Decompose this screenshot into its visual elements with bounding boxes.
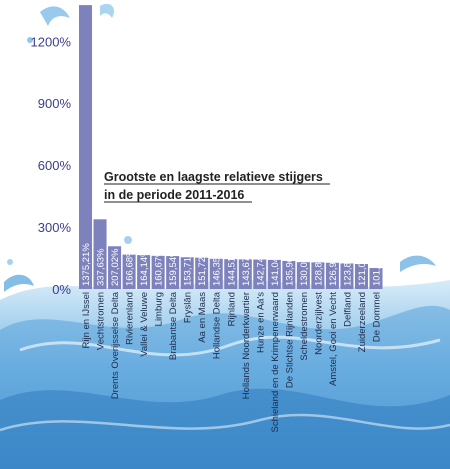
x-tick-label: De Stichtse Rijnlanden (284, 292, 295, 388)
x-tick-label: Rijnland (226, 292, 237, 326)
chart-title-line-2: in de periode 2011-2016 (104, 188, 244, 202)
bar-value-label: 144,51% (226, 248, 237, 286)
bar (79, 5, 93, 289)
bar-value-label: 146,35% (212, 248, 223, 286)
bar-value-label: 135,96% (284, 248, 295, 286)
water-background (0, 3, 450, 469)
bar-value-label: 207,02% (110, 248, 121, 286)
bar-value-label: 153,71% (183, 248, 194, 286)
bar-value-label: 101,56% (371, 248, 382, 286)
x-tick-label: Hollandse Delta (212, 291, 223, 359)
splash-left (4, 274, 34, 292)
y-tick-label: 0% (52, 282, 71, 297)
bar-value-label: 151,72% (197, 248, 208, 286)
y-tick-label: 600% (38, 158, 72, 173)
splash-top-left (40, 6, 70, 26)
x-tick-label: Scheldestromen (299, 292, 310, 361)
x-tick-label: Schieland en de Krimpenerwaard (270, 292, 281, 432)
x-tick-label: Rijn en IJssel (81, 292, 92, 349)
bar (166, 256, 180, 289)
bar-value-label: 141,04% (270, 248, 281, 286)
bar (238, 259, 252, 289)
wave-foam-2 (0, 413, 450, 432)
bar-value-label: 121,03% (357, 248, 368, 286)
bar-value-label: 160,67% (154, 248, 165, 286)
bar (369, 268, 383, 289)
x-axis-labels: Rijn en IJssel Vechtstromen Drents Overijs… (81, 291, 382, 432)
x-tick-label: Hollands Noorderkwartier (241, 292, 252, 399)
x-tick-label: Limburg (154, 292, 165, 326)
bar (122, 254, 136, 289)
bar (267, 259, 281, 289)
y-tick-label: 300% (38, 220, 72, 235)
bar (137, 255, 151, 289)
bar-value-label: 1375,21% (81, 243, 92, 286)
chart-title-line-1: Grootste en laagste relatieve stijgers (104, 170, 323, 184)
bar-value-label: 142,74% (255, 248, 266, 286)
x-tick-label: De Dommel (371, 292, 382, 342)
bar (282, 260, 296, 289)
bar (195, 257, 209, 289)
x-tick-label: Hunze en Aa's (255, 292, 266, 353)
bar (311, 262, 325, 289)
bar-value-label: 130,02% (299, 248, 310, 286)
bar (253, 259, 267, 289)
bar (180, 257, 194, 289)
droplet (124, 236, 132, 244)
bar-value-label: 128,80% (313, 248, 324, 286)
splash-right (400, 255, 436, 272)
bar (354, 264, 368, 289)
droplet (27, 37, 33, 43)
bars-group: 1375,21% 337,63% 207,02% 166,68% 164,14% 160,… (79, 5, 383, 289)
bar-value-label: 166,68% (125, 248, 136, 286)
bar-value-label: 143,67% (241, 248, 252, 286)
droplet (7, 259, 13, 265)
bar-value-label: 337,63% (96, 248, 107, 286)
chart-title: Grootste en laagste relatieve stijgers i… (104, 170, 330, 203)
x-tick-label: Brabantse Delta (168, 291, 179, 360)
bar (296, 262, 310, 289)
x-tick-label: Drents Overijsselse Delta (110, 291, 121, 399)
bar (340, 263, 354, 289)
bar (151, 255, 165, 289)
x-tick-label: Vallei & Veluwe (139, 292, 150, 357)
bar-value-label: 159,54% (168, 248, 179, 286)
splash-top-right (100, 3, 115, 18)
bar-value-label: 164,14% (139, 248, 150, 286)
bar (93, 219, 107, 289)
bar-value-label: 126,99% (328, 248, 339, 286)
x-tick-label: Vechtstromen (96, 292, 107, 350)
wave-foam (19, 335, 441, 357)
x-tick-label: Rivierenland (125, 292, 136, 345)
x-tick-label: Amstel, Gooi en Vecht (328, 292, 339, 386)
bar (325, 262, 339, 289)
bar (108, 246, 122, 289)
x-tick-label: Delfland (342, 292, 353, 327)
wave-lower (0, 388, 450, 469)
y-tick-label: 1200% (31, 34, 72, 49)
x-tick-label: Zuiderzeeland (357, 292, 368, 352)
x-tick-label: Aa en Maas (197, 292, 208, 343)
y-tick-label: 900% (38, 96, 72, 111)
bar (224, 259, 238, 289)
bar (209, 258, 223, 289)
bar-value-label: 123,85% (342, 248, 353, 286)
x-tick-label: Noorderzijlvest (313, 292, 324, 355)
y-axis: 0% 300% 600% 900% 1200% (31, 34, 72, 297)
x-tick-label: Fryslân (183, 292, 194, 323)
